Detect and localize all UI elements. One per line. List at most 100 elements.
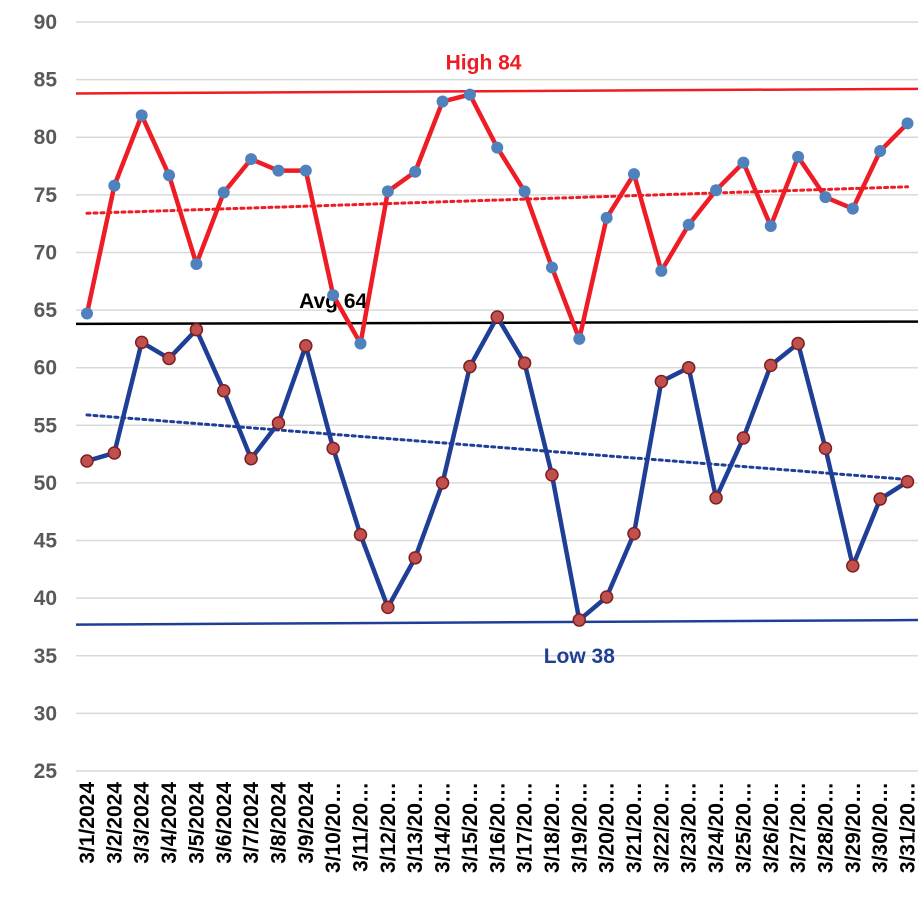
x-tick-label: 3/11/20… (350, 782, 373, 872)
data-point (299, 164, 312, 177)
data-point (381, 600, 395, 615)
data-point (409, 165, 422, 178)
y-tick-label: 65 (34, 299, 58, 322)
x-axis-ticks: 3/1/2024 3/2/2024 3/3/2024 3/4/2024 3/5/2024… (76, 782, 918, 873)
data-point (408, 551, 422, 565)
data-point (271, 416, 286, 430)
data-point (681, 360, 696, 375)
trendline (85, 185, 909, 215)
x-tick-label: 3/21/20… (623, 782, 646, 873)
y-tick-label: 50 (34, 472, 57, 495)
data-point (299, 339, 313, 353)
x-tick-label: 3/3/2024 (131, 782, 154, 864)
x-tick-label: 3/16/20… (486, 782, 509, 873)
data-point (353, 528, 368, 542)
y-tick-label: 30 (34, 702, 57, 725)
data-point (354, 337, 367, 350)
gridlines (76, 21, 918, 772)
data-point (764, 358, 778, 373)
data-point (791, 336, 805, 351)
data-point (80, 454, 94, 468)
x-tick-label: 3/12/20… (377, 782, 400, 873)
y-tick-label: 55 (34, 414, 58, 437)
x-tick-label: 3/25/20… (732, 782, 755, 873)
data-point (217, 383, 231, 398)
data-point (900, 475, 915, 489)
data-point (545, 468, 559, 482)
x-tick-label: 3/23/20… (678, 782, 701, 873)
y-tick-label: 75 (34, 184, 58, 207)
x-tick-label: 3/9/2024 (295, 782, 318, 864)
data-point (107, 446, 122, 460)
data-point (846, 202, 859, 215)
trendlines (85, 185, 909, 481)
x-tick-label: 3/22/20… (650, 782, 673, 873)
data-point (874, 145, 887, 158)
data-point (627, 526, 641, 541)
reference-lines: High 84 Avg 64 Low 38 (75, 51, 918, 668)
x-tick-label: 3/20/20… (596, 782, 619, 873)
x-tick-label: 3/6/2024 (213, 782, 236, 864)
x-tick-label: 3/10/20… (322, 782, 345, 873)
data-point (327, 289, 340, 302)
reference-label: High 84 (446, 51, 522, 74)
x-tick-label: 3/19/20… (568, 782, 591, 873)
data-point (819, 191, 832, 204)
y-tick-label: 45 (34, 530, 58, 553)
y-tick-label: 35 (34, 645, 58, 668)
data-point (792, 150, 805, 163)
reference-line (75, 87, 918, 95)
data-point (737, 156, 750, 169)
x-tick-label: 3/8/2024 (267, 782, 290, 864)
x-tick-label: 3/31/20… (897, 782, 918, 873)
data-point (463, 359, 477, 374)
data-point (600, 211, 613, 224)
data-point (463, 88, 476, 101)
x-tick-label: 3/7/2024 (240, 782, 263, 864)
data-series (80, 88, 915, 627)
y-tick-label: 70 (34, 241, 57, 264)
x-tick-label: 3/18/20… (541, 782, 564, 873)
y-axis-ticks: 25 30 35 40 45 50 55 60 65 70 75 80 85 90 (34, 11, 58, 783)
x-tick-label: 3/13/20… (404, 782, 427, 873)
x-tick-label: 3/14/20… (432, 782, 455, 873)
data-point (436, 95, 449, 108)
x-tick-label: 3/24/20… (705, 782, 728, 873)
data-point (134, 335, 149, 350)
reference-label: Low 38 (544, 645, 616, 668)
x-tick-label: 3/5/2024 (185, 782, 208, 864)
data-point (901, 117, 914, 130)
data-point (517, 356, 532, 370)
data-point (163, 169, 176, 182)
data-point (108, 179, 121, 192)
data-point (135, 109, 148, 122)
reference-label: Avg 64 (299, 290, 367, 313)
data-point (189, 322, 204, 337)
data-point (272, 164, 285, 177)
y-tick-label: 80 (34, 126, 57, 149)
data-point (381, 185, 394, 198)
data-point (682, 218, 695, 231)
data-point (572, 613, 587, 627)
data-point (709, 491, 723, 505)
data-point (244, 451, 258, 466)
data-point (818, 441, 833, 456)
y-tick-label: 60 (34, 357, 57, 380)
y-tick-label: 85 (34, 69, 58, 92)
x-tick-label: 3/30/20… (869, 782, 892, 873)
x-tick-label: 3/4/2024 (158, 782, 181, 864)
series-line (84, 92, 910, 346)
x-tick-label: 3/15/20… (459, 782, 482, 873)
x-tick-label: 3/17/20… (514, 782, 537, 873)
data-point (217, 186, 230, 199)
data-point (573, 332, 586, 345)
data-point (736, 431, 751, 445)
x-tick-label: 3/2/2024 (103, 782, 126, 864)
data-point (435, 476, 450, 490)
data-point (710, 184, 723, 197)
data-point (245, 153, 258, 166)
data-point (655, 264, 668, 277)
data-point (81, 307, 93, 320)
data-point (518, 185, 531, 198)
